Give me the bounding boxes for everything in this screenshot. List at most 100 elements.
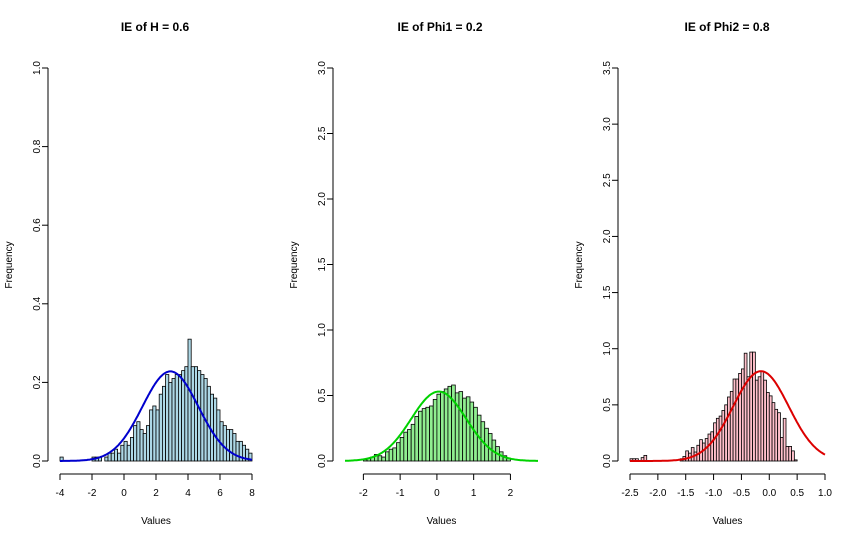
histogram-bar [139,429,144,462]
histogram-bar [741,368,745,462]
y-tick-label: 1.5 [602,285,613,299]
histogram-bar [791,450,795,462]
histogram-bar [117,452,122,462]
histogram-bar [145,425,150,462]
x-axis-label: Values [427,516,457,527]
histogram-bar [721,410,726,462]
histogram-bar [752,351,756,462]
y-tick-label: 2.5 [317,126,328,140]
x-tick-label: 4 [185,488,191,499]
histogram-bar [710,431,714,462]
x-tick-label: -2 [359,488,368,499]
histogram-bar [425,406,430,462]
histogram-bar [729,390,734,462]
histogram-bar [133,425,138,462]
histogram-bar [754,379,759,462]
histogram-bar [727,396,731,462]
x-tick-label: -2.5 [621,488,639,499]
histogram-bar [385,451,390,462]
histogram-bar [377,455,383,462]
histogram-bar [690,447,695,462]
histogram-bar [443,388,449,462]
histogram-bar [462,397,467,462]
histogram-bar [702,442,706,462]
histogram-bar [418,410,423,462]
histogram-bar [718,415,723,462]
y-tick-label: 0.8 [32,139,43,153]
density-curve [345,390,538,462]
histogram-bar [713,422,717,462]
histogram-bar [743,352,748,462]
histogram-bar [746,376,751,462]
histogram-bar [248,452,253,462]
histogram-bar [232,433,237,462]
histogram-bar [715,417,720,462]
histogram-bar [407,429,412,462]
y-axis-label: Frequency [574,241,585,288]
histogram-bar [216,409,221,462]
chart-title: IE of H = 0.6 [121,20,190,34]
histogram-bar [451,384,456,462]
histogram-bar [114,448,119,462]
panel-phi2: IE of Phi2 = 0.8 0.0 0.5 1.0 1.5 2.0 2.5 3.0 3.5… [574,20,832,527]
histogram-bar [181,370,186,462]
histogram-bar [184,366,189,462]
histogram-bar [777,412,781,462]
y-tick-label: 1.0 [602,341,613,355]
x-tick-label: -2.0 [649,488,667,499]
density-curve [630,370,826,462]
x-tick-label: 0.0 [762,488,776,499]
histogram-bar [760,370,765,462]
x-tick-label: 0.5 [790,488,804,499]
histogram-bar [403,431,408,462]
histogram-bar [421,408,427,462]
histogram-bar [469,401,475,462]
panel-phi1: IE of Phi1 = 0.2 0.0 0.5 1.0 1.5 2.0 2.5 3.0 Fre… [289,20,538,527]
chart-title: IE of Phi2 = 0.8 [684,20,769,34]
histogram-bar [152,405,157,462]
histogram-bar [757,376,762,462]
x-tick-label: 0 [434,488,440,499]
x-tick-label: 2 [508,488,514,499]
histogram-bar [177,374,182,462]
histogram-bar [193,366,198,462]
chart-title: IE of Phi1 = 0.2 [397,20,482,34]
histogram-bar [174,374,179,462]
y-tick-label: 2.0 [317,192,328,206]
histogram-bar [768,395,773,462]
histogram-bar [190,366,195,462]
histogram-bar [110,452,115,462]
histogram-bar [142,433,147,462]
histogram-bar [738,373,742,462]
histogram-bar [763,379,767,462]
histogram-bar [129,437,134,462]
histogram-bar [222,425,227,462]
histogram-bar [465,396,471,462]
histogram-bar [165,374,170,462]
histogram-bar [793,459,798,462]
histogram-bar [749,351,753,462]
y-tick-label: 0.0 [32,454,43,468]
x-tick-label: 0 [121,488,127,499]
y-tick-label: 0.0 [602,454,613,468]
y-tick-label: 0.5 [602,397,613,411]
panel-h: IE of H = 0.6 0.0 0.2 0.4 0.6 0.8 1.0 Frequency… [4,20,255,527]
histogram-bar [458,391,464,462]
x-tick-label: 6 [217,488,223,499]
histogram-bar [213,397,218,462]
y-tick-label: 3.0 [317,61,328,75]
x-tick-label: 1 [471,488,477,499]
histogram-bar [229,429,234,462]
x-tick-label: -1.5 [677,488,695,499]
histogram-bar [410,423,416,462]
histogram-bar [771,402,776,462]
histogram-bar [432,399,438,462]
histogram-bar [414,416,419,462]
histogram-bar [788,446,792,462]
histogram-bar [381,456,386,462]
x-axis-label: Values [141,516,171,527]
histogram-bar [235,440,240,462]
histogram-bar [429,405,434,462]
x-axis-label: Values [713,516,743,527]
